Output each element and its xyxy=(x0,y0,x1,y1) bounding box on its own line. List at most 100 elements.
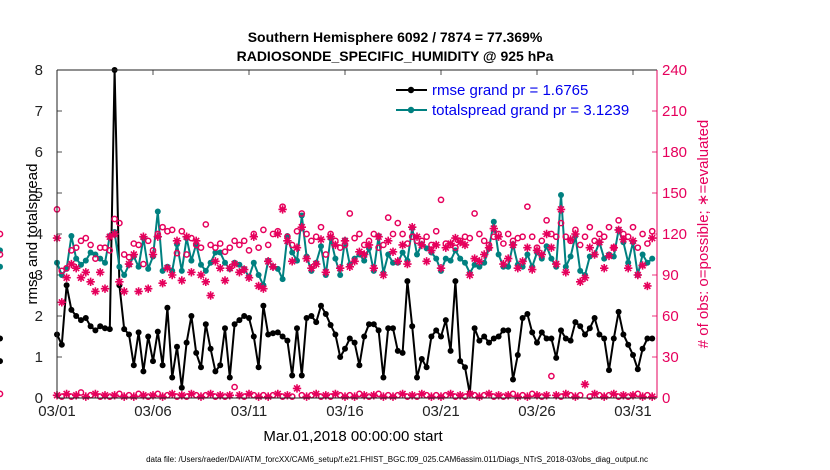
data-point-totalspread xyxy=(198,261,204,268)
obs-possible-marker xyxy=(116,219,123,227)
obs-zero-marker xyxy=(244,389,254,399)
legend-marker-rmse xyxy=(407,86,415,94)
data-point-rmse xyxy=(78,317,84,324)
data-point-totalspread xyxy=(337,272,344,278)
obs-possible-marker xyxy=(634,244,642,252)
obs-possible-marker xyxy=(605,223,613,231)
obs-evaluated-marker xyxy=(307,263,316,273)
data-point-rmse xyxy=(169,374,176,381)
obs-evaluated-marker xyxy=(273,229,282,239)
data-point-rmse xyxy=(260,302,267,309)
obs-zero-marker xyxy=(456,391,465,400)
data-point-rmse xyxy=(471,325,478,332)
obs-possible-marker xyxy=(423,233,430,241)
obs-possible-marker xyxy=(308,237,315,245)
y-right-tick-label: 240 xyxy=(662,62,687,79)
data-point-rmse xyxy=(361,333,368,340)
data-point-rmse xyxy=(342,345,348,352)
data-point-rmse xyxy=(106,326,113,333)
data-point-rmse xyxy=(418,356,425,363)
obs-zero-marker xyxy=(360,391,369,400)
obs-possible-marker xyxy=(394,219,402,227)
obs-evaluated-marker xyxy=(504,254,513,263)
obs-possible-marker xyxy=(639,230,646,238)
obs-possible-marker xyxy=(260,226,267,234)
obs-possible-marker xyxy=(346,210,354,217)
legend: rmse grand pr = 1.6765 totalspread grand… xyxy=(396,82,629,119)
data-point-rmse xyxy=(534,339,540,346)
obs-evaluated-marker xyxy=(600,263,609,273)
obs-possible-marker xyxy=(221,248,229,256)
obs-zero-marker xyxy=(590,389,599,399)
x-tick-label: 03/11 xyxy=(231,403,267,420)
obs-evaluated-marker xyxy=(288,257,297,266)
data-point-totalspread xyxy=(159,267,166,274)
data-point-rmse xyxy=(135,329,142,336)
data-point-totalspread xyxy=(577,267,584,274)
obs-possible-marker xyxy=(82,234,90,242)
obs-possible-marker xyxy=(452,244,459,252)
obs-possible-marker xyxy=(58,267,66,275)
obs-zero-marker xyxy=(168,389,177,399)
data-point-rmse xyxy=(505,327,512,334)
obs-zero-marker xyxy=(523,392,532,401)
obs-evaluated-marker xyxy=(628,236,638,246)
obs-zero-marker xyxy=(465,389,474,399)
data-point-totalspread xyxy=(289,249,296,256)
data-point-totalspread xyxy=(217,249,224,256)
obs-possible-marker xyxy=(476,230,483,238)
obs-possible-marker xyxy=(375,244,382,252)
data-point-rmse xyxy=(399,349,406,356)
data-point-rmse xyxy=(217,362,224,369)
data-point-rmse xyxy=(332,331,339,338)
x-tick-label: 03/26 xyxy=(518,403,556,420)
obs-evaluated-marker xyxy=(355,247,364,256)
data-point-rmse xyxy=(183,339,190,346)
data-point-rmse xyxy=(68,306,75,313)
data-point-rmse xyxy=(294,325,300,332)
obs-zero-marker xyxy=(484,389,494,399)
data-point-rmse xyxy=(140,368,147,375)
data-point-rmse xyxy=(543,335,550,342)
obs-evaluated-marker xyxy=(604,251,614,261)
obs-zero-marker xyxy=(216,391,225,400)
data-point-rmse xyxy=(327,322,334,329)
data-point-rmse xyxy=(649,335,656,342)
x-tick-label: 03/16 xyxy=(326,403,364,420)
obs-evaluated-marker xyxy=(480,250,489,259)
obs-possible-marker xyxy=(576,241,584,249)
obs-evaluated-marker xyxy=(513,263,522,273)
data-point-totalspread xyxy=(471,261,478,268)
obs-evaluated-marker xyxy=(124,259,134,269)
data-point-rmse xyxy=(385,325,392,332)
data-point-rmse xyxy=(188,313,195,319)
y-right-tick-label: 30 xyxy=(662,349,679,366)
data-point-rmse xyxy=(193,349,200,356)
obs-evaluated-marker xyxy=(187,268,196,277)
obs-possible-marker xyxy=(356,230,363,238)
data-point-rmse xyxy=(538,329,545,336)
obs-evaluated-marker xyxy=(249,232,258,241)
y-left-tick-label: 2 xyxy=(35,308,43,325)
obs-evaluated-marker xyxy=(62,273,71,282)
obs-zero-marker xyxy=(388,392,398,401)
obs-possible-marker xyxy=(480,237,488,245)
data-point-rmse xyxy=(447,347,454,354)
obs-possible-marker xyxy=(552,233,560,241)
obs-evaluated-marker xyxy=(345,262,354,271)
data-point-rmse xyxy=(174,343,180,350)
data-point-rmse xyxy=(241,313,248,319)
data-point-rmse xyxy=(486,339,492,346)
obs-possible-marker xyxy=(212,244,219,252)
data-point-rmse xyxy=(510,376,516,383)
obs-evaluated-marker xyxy=(192,236,201,246)
obs-evaluated-marker xyxy=(201,277,210,287)
footnote: data file: /Users/raeder/DAI/ATM_forcXX/… xyxy=(146,455,648,464)
obs-zero-marker xyxy=(77,389,85,396)
data-point-rmse xyxy=(303,315,310,322)
data-point-rmse xyxy=(126,331,132,338)
obs-evaluated-marker xyxy=(364,240,374,250)
data-point-rmse xyxy=(246,315,252,322)
obs-evaluated-marker xyxy=(268,262,278,271)
obs-evaluated-marker xyxy=(523,243,532,252)
